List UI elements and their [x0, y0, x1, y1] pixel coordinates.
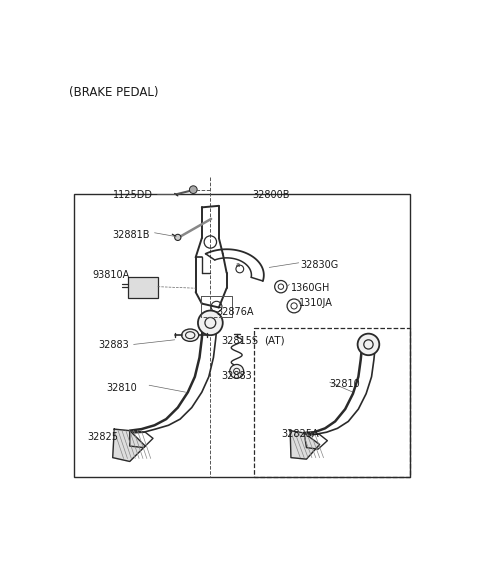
Polygon shape [290, 431, 320, 459]
Text: 1310JA: 1310JA [299, 298, 333, 308]
Text: (AT): (AT) [264, 336, 285, 346]
Text: (BRAKE PEDAL): (BRAKE PEDAL) [69, 86, 159, 99]
Circle shape [198, 311, 223, 335]
Text: a: a [236, 262, 240, 268]
Text: 32815S: 32815S [221, 336, 258, 346]
Text: 32876A: 32876A [216, 308, 254, 317]
Circle shape [190, 186, 197, 194]
Text: 32800B: 32800B [252, 190, 290, 199]
Bar [201, 296, 232, 317]
Polygon shape [113, 429, 145, 461]
Text: 32883: 32883 [99, 340, 130, 350]
Text: 32883: 32883 [221, 371, 252, 382]
Text: 32825A: 32825A [281, 429, 319, 439]
Text: 93810A: 93810A [93, 270, 130, 281]
Text: 32810: 32810 [107, 383, 137, 393]
Bar [74, 194, 410, 477]
Text: 32830G: 32830G [300, 260, 338, 270]
Text: 32825: 32825 [87, 432, 118, 442]
Text: 32881B: 32881B [113, 230, 150, 241]
Text: 1125DD: 1125DD [113, 190, 153, 199]
Circle shape [358, 333, 379, 355]
Circle shape [230, 364, 244, 378]
Circle shape [175, 234, 181, 241]
Text: 32810: 32810 [330, 379, 360, 389]
Text: 1360GH: 1360GH [291, 283, 330, 293]
Ellipse shape [181, 329, 199, 342]
Bar [254, 328, 410, 477]
Bar [201, 296, 232, 317]
Bar [128, 277, 157, 298]
